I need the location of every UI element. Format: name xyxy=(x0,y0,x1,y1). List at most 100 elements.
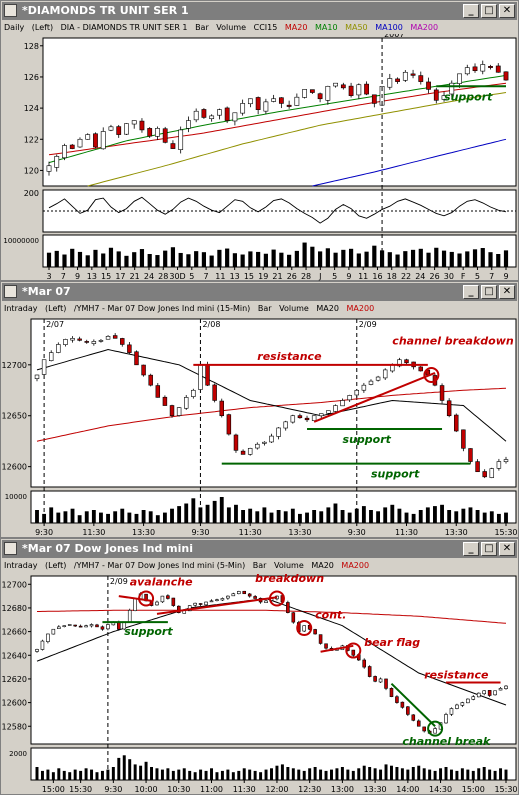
intraday-15min-chart[interactable]: 12600 12650 12700 2/07 2/08 2/09 10000 9:30 11:3… xyxy=(1,315,518,538)
volume-bar xyxy=(302,242,307,267)
x-tick-label: 9 xyxy=(503,272,508,281)
volume-bar xyxy=(270,768,273,780)
avalanche-annotation: avalanche xyxy=(130,575,193,588)
candle-down xyxy=(309,89,315,93)
close-button[interactable]: ✕ xyxy=(499,285,515,299)
candle-up xyxy=(464,67,470,75)
candle-down xyxy=(84,341,89,343)
volume-bar xyxy=(440,504,444,523)
candle-up xyxy=(493,690,497,696)
volume-bar xyxy=(184,503,189,523)
minimize-button[interactable]: _ xyxy=(463,4,479,18)
x-tick-label: 15:00 xyxy=(462,785,485,794)
volume-bar xyxy=(177,506,182,523)
title-bar[interactable]: *Mar 07 _ □ ✕ xyxy=(2,283,517,301)
volume-bar xyxy=(368,767,372,780)
x-tick-label: 7 xyxy=(204,272,209,281)
volume-bar xyxy=(290,508,295,523)
x-tick-label: 7 xyxy=(61,272,66,281)
volume-bar xyxy=(262,507,267,523)
candle-down xyxy=(418,75,424,82)
volume-bar xyxy=(291,768,295,780)
session-date-label: 2/09 xyxy=(110,577,128,586)
volume-bar xyxy=(312,510,317,523)
session-date-label: 2/09 xyxy=(359,320,377,329)
volume-bar xyxy=(155,768,159,780)
volume-bar xyxy=(406,769,410,780)
volume-bar xyxy=(62,770,66,780)
volume-bar xyxy=(42,513,47,523)
candle-up xyxy=(311,415,317,421)
volume-bar xyxy=(35,510,39,523)
chart-info-bar: Daily (Left) DIA - DIAMONDS TR UNIT SER … xyxy=(4,22,443,34)
candle-up xyxy=(155,128,160,137)
volume-bar xyxy=(383,507,388,523)
x-tick-label: 21 xyxy=(130,272,140,281)
x-tick-label: 15:30 xyxy=(69,785,92,794)
volume-bar xyxy=(410,249,416,267)
x-tick-label: 9:30 xyxy=(348,528,366,537)
candle-up xyxy=(217,109,222,116)
candle-up xyxy=(283,421,288,429)
volume-bar xyxy=(324,770,328,780)
resistance-annotation: resistance xyxy=(257,350,322,363)
y-tick-label: 126 xyxy=(24,73,39,82)
bar-type-label: Bar xyxy=(195,23,209,32)
candle-up xyxy=(354,389,359,396)
candle-up xyxy=(209,600,214,603)
candle-up xyxy=(231,593,236,597)
candle-up xyxy=(178,129,184,150)
x-tick-label: 5 xyxy=(189,272,194,281)
minimize-button[interactable]: _ xyxy=(463,285,479,299)
volume-bar xyxy=(234,504,238,523)
volume-bar xyxy=(127,512,132,523)
volume-study-label: Volume xyxy=(279,304,309,313)
candle-down xyxy=(400,701,405,708)
volume-bar xyxy=(198,507,203,523)
volume-bar xyxy=(418,248,423,267)
x-tick-label: 15 xyxy=(244,272,254,281)
y-tick-label: 12600 xyxy=(2,463,27,472)
cci-study-label: CCI15 xyxy=(253,23,278,32)
candle-down xyxy=(487,690,492,696)
candle-up xyxy=(503,459,509,463)
close-button[interactable]: ✕ xyxy=(499,542,515,556)
candle-down xyxy=(411,714,416,721)
title-bar[interactable]: *DIAMONDS TR UNIT SER 1 _ □ ✕ xyxy=(2,2,517,20)
volume-bar xyxy=(182,768,186,780)
candle-up xyxy=(155,601,159,606)
title-bar[interactable]: *Mar 07 Dow Jones Ind mini _ □ ✕ xyxy=(2,540,517,558)
candle-up xyxy=(375,376,381,381)
close-button[interactable]: ✕ xyxy=(499,4,515,18)
volume-bar xyxy=(461,508,466,523)
candle-down xyxy=(116,126,122,135)
y-tick-label: 12650 xyxy=(2,412,27,421)
x-tick-label: 28 xyxy=(158,272,168,281)
ma200-line xyxy=(37,609,507,624)
maximize-button[interactable]: □ xyxy=(481,4,497,18)
candle-down xyxy=(148,374,153,386)
candle-up xyxy=(124,123,129,135)
minimize-button[interactable]: _ xyxy=(463,542,479,556)
volume-bar xyxy=(428,769,432,780)
candle-down xyxy=(141,364,146,376)
candle-up xyxy=(160,595,165,603)
ma20-study-label: MA20 xyxy=(311,561,334,570)
volume-bar xyxy=(279,252,284,267)
volume-bar xyxy=(503,250,509,267)
breakdown-annotation: breakdown xyxy=(255,572,324,585)
volume-bar xyxy=(93,249,98,267)
volume-bar xyxy=(199,769,203,780)
maximize-button[interactable]: □ xyxy=(481,542,497,556)
volume-bar xyxy=(139,249,145,267)
intraday-5min-chart[interactable]: 12580 12600 12620 12640 12660 12680 12700 2/09 2… xyxy=(1,572,518,795)
support-annotation: support xyxy=(371,468,420,481)
volume-bar xyxy=(361,506,366,523)
candle-down xyxy=(495,65,501,73)
volume-bar xyxy=(70,248,75,267)
volume-bar xyxy=(294,250,299,267)
maximize-button[interactable]: □ xyxy=(481,285,497,299)
volume-bar xyxy=(425,507,430,523)
candle-down xyxy=(278,97,284,104)
